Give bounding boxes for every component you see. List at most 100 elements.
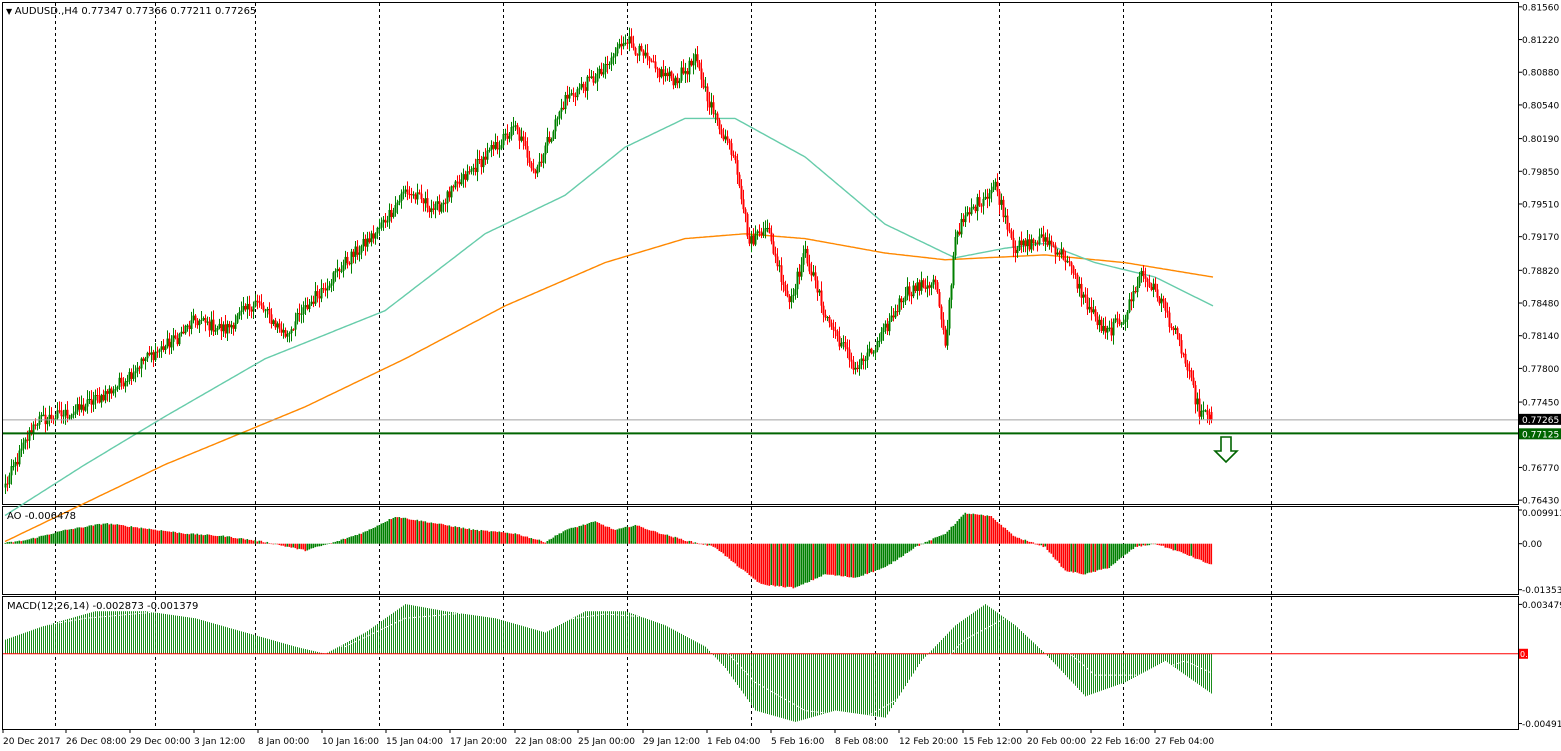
candle[interactable] (50, 407, 53, 423)
candle[interactable] (734, 151, 737, 164)
candle[interactable] (36, 423, 39, 431)
candle[interactable] (1164, 298, 1167, 318)
candle[interactable] (128, 368, 131, 385)
candle[interactable] (672, 73, 675, 90)
candle[interactable] (986, 188, 989, 209)
candle[interactable] (478, 150, 481, 165)
candle[interactable] (354, 241, 357, 264)
candle[interactable] (568, 86, 571, 103)
candle[interactable] (850, 352, 853, 369)
candle[interactable] (526, 137, 529, 166)
candle[interactable] (738, 172, 741, 189)
candle[interactable] (730, 138, 733, 161)
candle[interactable] (228, 321, 231, 334)
candle[interactable] (1002, 196, 1005, 223)
candle[interactable] (582, 81, 585, 94)
candle[interactable] (88, 391, 91, 404)
candle[interactable] (384, 213, 387, 229)
candle[interactable] (368, 231, 371, 244)
candle[interactable] (1188, 361, 1191, 380)
candle[interactable] (928, 281, 931, 296)
candle[interactable] (302, 301, 305, 323)
candle[interactable] (400, 189, 403, 209)
candle[interactable] (1136, 276, 1139, 298)
candle[interactable] (706, 83, 709, 111)
candle[interactable] (524, 132, 527, 150)
candle[interactable] (1096, 312, 1099, 330)
candle[interactable] (168, 332, 171, 355)
candle[interactable] (66, 401, 69, 423)
candle[interactable] (1150, 282, 1153, 292)
candle[interactable] (934, 275, 937, 290)
candle[interactable] (834, 321, 837, 339)
candle[interactable] (422, 198, 425, 212)
candle[interactable] (380, 217, 383, 231)
candle[interactable] (140, 357, 143, 378)
candle[interactable] (414, 192, 417, 204)
candle[interactable] (1048, 233, 1051, 250)
candle[interactable] (826, 315, 829, 322)
candle[interactable] (860, 352, 863, 370)
candle[interactable] (696, 46, 699, 68)
candle[interactable] (862, 355, 865, 370)
candle[interactable] (330, 279, 333, 293)
candle[interactable] (304, 297, 307, 316)
candle[interactable] (1104, 316, 1107, 339)
candle[interactable] (1132, 285, 1135, 309)
candle[interactable] (442, 199, 445, 213)
candle[interactable] (632, 35, 635, 51)
candle[interactable] (342, 259, 345, 278)
candle[interactable] (258, 295, 261, 308)
candle[interactable] (630, 28, 633, 48)
candle[interactable] (1094, 306, 1097, 322)
candle[interactable] (118, 372, 121, 391)
candle[interactable] (926, 275, 929, 298)
candle[interactable] (450, 185, 453, 203)
candle[interactable] (290, 326, 293, 342)
candle[interactable] (546, 127, 549, 153)
candle[interactable] (506, 124, 509, 145)
candle[interactable] (920, 271, 923, 295)
candle[interactable] (552, 129, 555, 141)
candle[interactable] (940, 304, 943, 328)
candle[interactable] (788, 294, 791, 310)
candle[interactable] (76, 397, 79, 415)
candle[interactable] (688, 57, 691, 83)
candle[interactable] (924, 278, 927, 293)
candle[interactable] (842, 335, 845, 350)
candle[interactable] (110, 386, 113, 399)
candle[interactable] (58, 401, 61, 414)
candle[interactable] (498, 140, 501, 158)
candle[interactable] (1200, 404, 1203, 420)
candle[interactable] (854, 361, 857, 375)
candle[interactable] (530, 161, 533, 172)
candle[interactable] (824, 309, 827, 321)
candle[interactable] (784, 280, 787, 296)
candle[interactable] (186, 323, 189, 332)
candle[interactable] (448, 186, 451, 202)
candle[interactable] (108, 385, 111, 403)
candle[interactable] (656, 66, 659, 79)
candle[interactable] (6, 476, 9, 492)
candle[interactable] (152, 349, 155, 368)
candle[interactable] (956, 230, 959, 245)
candle[interactable] (308, 298, 311, 313)
candle[interactable] (890, 306, 893, 322)
candle[interactable] (916, 277, 919, 300)
candle[interactable] (84, 403, 87, 412)
candle[interactable] (884, 320, 887, 334)
candle[interactable] (340, 261, 343, 274)
candle[interactable] (1202, 401, 1205, 420)
candle[interactable] (1052, 241, 1055, 248)
candle[interactable] (776, 248, 779, 271)
candle[interactable] (820, 281, 823, 313)
candle[interactable] (454, 179, 457, 190)
candle[interactable] (482, 151, 485, 173)
candle[interactable] (472, 163, 475, 176)
candle[interactable] (798, 263, 801, 285)
candle[interactable] (1190, 367, 1193, 382)
candle[interactable] (772, 233, 775, 255)
candle[interactable] (434, 201, 437, 219)
candle[interactable] (160, 340, 163, 358)
